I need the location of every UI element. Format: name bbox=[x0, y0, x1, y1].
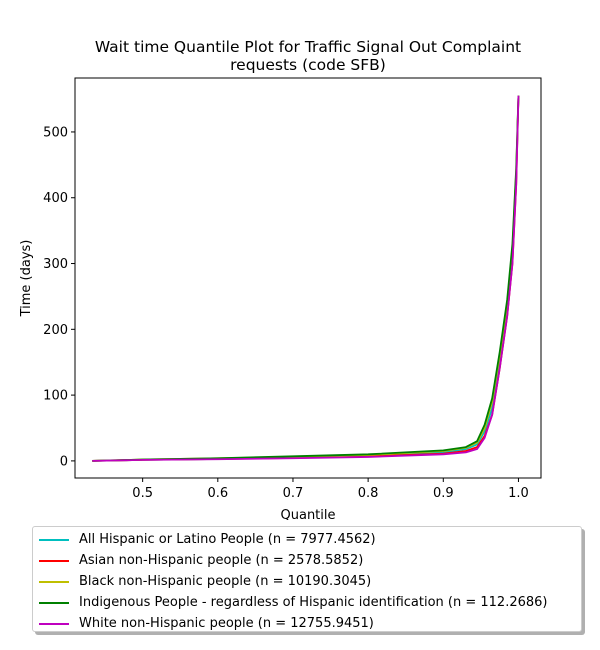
legend: All Hispanic or Latino People (n = 7977.… bbox=[32, 526, 582, 632]
series-line-3 bbox=[92, 95, 520, 462]
quantile-line-chart: Wait time Quantile Plot for Traffic Sign… bbox=[19, 38, 542, 520]
legend-label-asian: Asian non-Hispanic people (n = 2578.5852… bbox=[79, 553, 364, 568]
series-lines bbox=[92, 95, 520, 462]
x-tick-label: 0.8 bbox=[358, 486, 379, 501]
legend-label-white: White non-Hispanic people (n = 12755.945… bbox=[79, 616, 374, 631]
legend-item-asian: Asian non-Hispanic people (n = 2578.5852… bbox=[33, 550, 581, 571]
legend-swatch-asian bbox=[39, 559, 69, 562]
x-tick-label: 0.6 bbox=[207, 486, 228, 501]
x-axis-ticks: 0.5 0.6 0.7 0.8 0.9 1.0 bbox=[132, 478, 529, 501]
x-tick-label: 1.0 bbox=[508, 486, 529, 501]
x-tick-label: 0.7 bbox=[283, 486, 304, 501]
legend-swatch-indigenous bbox=[39, 601, 69, 604]
x-axis-label: Quantile bbox=[281, 508, 336, 520]
series-line-2 bbox=[92, 95, 520, 462]
y-axis-ticks: 0 100 200 300 400 500 bbox=[43, 125, 75, 469]
legend-swatch-hispanic bbox=[39, 538, 69, 541]
series-line-4 bbox=[92, 95, 520, 462]
legend-label-indigenous: Indigenous People - regardless of Hispan… bbox=[79, 595, 548, 610]
y-tick-label: 100 bbox=[43, 389, 68, 404]
legend-item-white: White non-Hispanic people (n = 12755.945… bbox=[33, 613, 581, 634]
legend-label-black: Black non-Hispanic people (n = 10190.304… bbox=[79, 574, 372, 589]
legend-item-hispanic: All Hispanic or Latino People (n = 7977.… bbox=[33, 529, 581, 550]
legend-swatch-black bbox=[39, 580, 69, 583]
y-tick-label: 500 bbox=[43, 125, 68, 140]
y-tick-label: 400 bbox=[43, 191, 68, 206]
legend-item-indigenous: Indigenous People - regardless of Hispan… bbox=[33, 592, 581, 613]
y-tick-label: 200 bbox=[43, 323, 68, 338]
y-axis-label: Time (days) bbox=[19, 240, 34, 318]
x-tick-label: 0.5 bbox=[132, 486, 153, 501]
x-tick-label: 0.9 bbox=[433, 486, 454, 501]
y-tick-label: 0 bbox=[60, 454, 68, 469]
y-tick-label: 300 bbox=[43, 257, 68, 272]
chart-title-line-1: Wait time Quantile Plot for Traffic Sign… bbox=[95, 38, 521, 56]
plot-frame bbox=[74, 77, 542, 479]
chart-title-line-2: requests (code SFB) bbox=[230, 56, 386, 74]
legend-item-black: Black non-Hispanic people (n = 10190.304… bbox=[33, 571, 581, 592]
series-line-1 bbox=[92, 95, 520, 462]
legend-swatch-white bbox=[39, 622, 69, 625]
series-line-0 bbox=[92, 95, 520, 462]
legend-label-hispanic: All Hispanic or Latino People (n = 7977.… bbox=[79, 532, 376, 547]
